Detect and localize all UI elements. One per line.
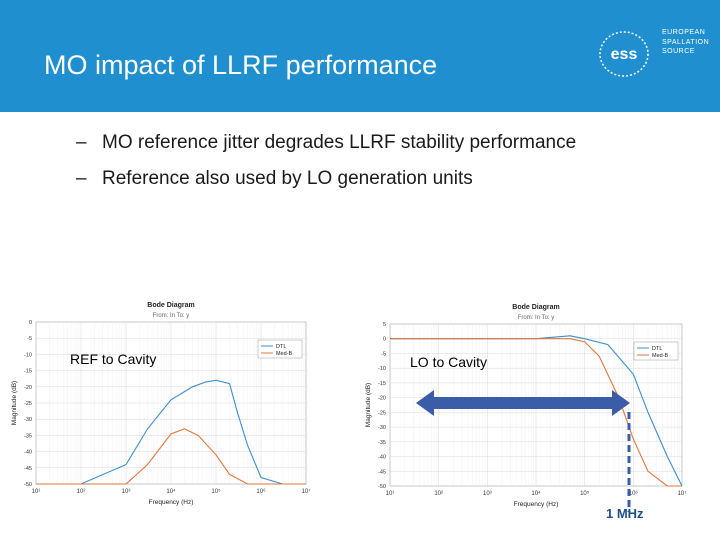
plot-title: Bode Diagram	[147, 302, 194, 309]
y-tick-label: -30	[24, 417, 32, 423]
legend-entry: DTL	[276, 344, 286, 350]
legend-entry: Med-B	[652, 353, 669, 359]
y-tick-label: -15	[24, 369, 32, 375]
bullet-text: Reference also used by LO generation uni…	[102, 168, 473, 189]
y-tick-label: -30	[378, 425, 386, 431]
bullet-list: – MO reference jitter degrades LLRF stab…	[76, 132, 576, 204]
bode-plot-ref: Bode Diagram From: In To: y 0 -5 -10 -15 -20 -2…	[8, 300, 328, 512]
y-tick-label: -50	[24, 482, 32, 488]
logo-line: EUROPEAN	[662, 29, 706, 36]
x-axis-label: Frequency (Hz)	[149, 499, 194, 506]
y-tick-label: -45	[24, 466, 32, 472]
y-tick-label: -5	[27, 336, 32, 342]
y-tick-label: -40	[24, 450, 32, 456]
mhz-label: 1 MHz	[606, 506, 644, 521]
x-tick-label: 10⁷	[678, 490, 687, 497]
y-tick-label: -45	[378, 469, 386, 475]
y-tick-label: -5	[381, 351, 386, 357]
y-tick-label: 0	[29, 320, 32, 326]
bullet-item: – Reference also used by LO generation u…	[76, 168, 576, 204]
series-line-dtl	[36, 379, 306, 485]
x-tick-label: 10⁶	[256, 488, 266, 495]
series-line-med-b	[390, 338, 682, 487]
logo-line: SOURCE	[662, 48, 695, 55]
y-tick-label: -35	[378, 440, 386, 446]
x-tick-label: 10⁴	[166, 488, 176, 495]
y-tick-label: -10	[24, 352, 32, 358]
bode-plot-ref-svg: Bode Diagram From: In To: y 0 -5 -10 -15 -20 -2…	[11, 302, 311, 506]
bullet-marker: –	[76, 168, 87, 189]
plot-title: Bode Diagram	[512, 304, 559, 311]
legend-entry: Med-B	[276, 351, 293, 357]
x-tick-label: 10⁷	[302, 488, 311, 495]
y-axis-label: Magnitude (dB)	[365, 383, 372, 427]
y-tick-label: -40	[378, 455, 386, 461]
x-tick-label: 10³	[122, 489, 131, 495]
series-line-med-b	[36, 428, 306, 485]
bode-plot-lo: Bode Diagram From: In To: y 5 0 -5 -10 -15 -20 -…	[360, 302, 700, 514]
y-tick-label: -25	[24, 401, 32, 407]
slide-header: MO impact of LLRF performance ess EUROPE…	[0, 0, 720, 112]
bullet-marker: –	[76, 132, 87, 153]
y-tick-label: -50	[378, 484, 386, 490]
y-tick-label: -20	[378, 396, 386, 402]
bullet-text: MO reference jitter degrades LLRF stabil…	[102, 132, 577, 153]
x-tick-label: 10⁵	[580, 490, 590, 497]
legend-entry: DTL	[652, 346, 662, 352]
y-tick-label: -15	[378, 381, 386, 387]
annotation-lo: LO to Cavity	[410, 354, 488, 370]
logo-line: SPALLATION	[662, 38, 710, 46]
x-tick-label: 10⁶	[629, 490, 639, 497]
y-tick-label: -20	[24, 385, 32, 391]
y-tick-label: 0	[383, 337, 386, 343]
x-tick-label: 10³	[483, 491, 492, 497]
bode-plot-lo-svg: Bode Diagram From: In To: y 5 0 -5 -10 -15 -20 -…	[365, 304, 687, 508]
x-tick-label: 10⁴	[531, 490, 541, 497]
logo-text: EUROPEAN SPALLATION SOURCE	[662, 28, 709, 57]
plot-subtitle: From: In To: y	[518, 315, 555, 321]
bullet-item: – MO reference jitter degrades LLRF stab…	[76, 132, 576, 168]
plot-subtitle: From: In To: y	[153, 313, 190, 319]
x-tick-label: 10²	[77, 489, 86, 495]
x-axis-label: Frequency (Hz)	[514, 501, 559, 508]
y-tick-label: -10	[378, 366, 386, 372]
x-tick-label: 10⁵	[211, 488, 221, 495]
x-tick-label: 10¹	[386, 491, 395, 497]
annotation-ref: REF to Cavity	[70, 351, 157, 367]
x-tick-label: 10¹	[32, 489, 41, 495]
ess-logo: ess	[599, 31, 649, 77]
y-tick-label: -25	[378, 410, 386, 416]
x-tick-label: 10²	[434, 491, 443, 497]
y-axis-label: Magnitude (dB)	[11, 381, 18, 425]
ess-logo-mark-icon: ess	[599, 31, 649, 77]
logo-mark-text: ess	[611, 46, 638, 63]
slide-title: MO impact of LLRF performance	[44, 50, 438, 80]
y-tick-label: 5	[383, 322, 386, 328]
y-tick-label: -35	[24, 433, 32, 439]
